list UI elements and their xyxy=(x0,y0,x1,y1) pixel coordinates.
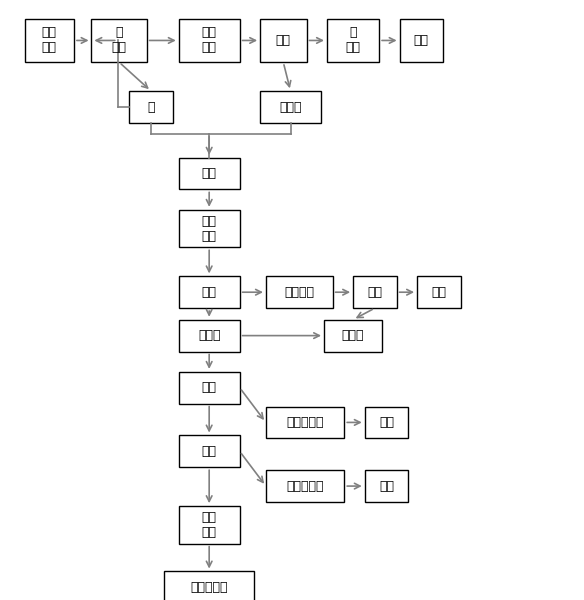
Text: 超滤浓缩液: 超滤浓缩液 xyxy=(286,416,324,429)
Text: 超滤: 超滤 xyxy=(276,34,291,47)
FancyBboxPatch shape xyxy=(327,19,379,62)
FancyBboxPatch shape xyxy=(399,19,443,62)
FancyBboxPatch shape xyxy=(364,470,408,502)
FancyBboxPatch shape xyxy=(92,19,147,62)
FancyBboxPatch shape xyxy=(179,19,239,62)
Text: 纳滤: 纳滤 xyxy=(201,445,217,458)
FancyBboxPatch shape xyxy=(324,320,382,352)
Text: 透
过液: 透 过液 xyxy=(346,26,360,55)
FancyBboxPatch shape xyxy=(266,470,345,502)
Text: 混合: 混合 xyxy=(201,167,217,180)
Text: 酶解液: 酶解液 xyxy=(198,329,220,342)
FancyBboxPatch shape xyxy=(179,436,239,467)
Text: 弃去: 弃去 xyxy=(414,34,429,47)
FancyBboxPatch shape xyxy=(260,19,307,62)
FancyBboxPatch shape xyxy=(179,158,239,190)
Text: 酶解: 酶解 xyxy=(201,286,217,299)
Text: 浓缩液: 浓缩液 xyxy=(279,101,302,113)
FancyBboxPatch shape xyxy=(266,407,345,439)
Text: 印奇果多肽: 印奇果多肽 xyxy=(190,581,228,594)
FancyBboxPatch shape xyxy=(364,407,408,439)
Text: 弃去: 弃去 xyxy=(379,479,394,493)
FancyBboxPatch shape xyxy=(260,91,321,123)
FancyBboxPatch shape xyxy=(25,19,74,62)
FancyBboxPatch shape xyxy=(266,276,333,308)
FancyBboxPatch shape xyxy=(129,91,173,123)
FancyBboxPatch shape xyxy=(179,210,239,247)
FancyBboxPatch shape xyxy=(353,276,397,308)
Text: 喷雾
干燥: 喷雾 干燥 xyxy=(201,511,217,539)
Text: 超滤: 超滤 xyxy=(201,381,217,394)
FancyBboxPatch shape xyxy=(179,276,239,308)
Text: 弃去: 弃去 xyxy=(379,416,394,429)
FancyBboxPatch shape xyxy=(179,506,239,544)
Text: 水提
取液: 水提 取液 xyxy=(201,26,217,55)
Text: 印奇果渣: 印奇果渣 xyxy=(284,286,314,299)
Text: 弃渣: 弃渣 xyxy=(431,286,446,299)
FancyBboxPatch shape xyxy=(179,372,239,404)
Text: 水洗: 水洗 xyxy=(367,286,383,299)
FancyBboxPatch shape xyxy=(179,320,239,352)
Text: 水
提取: 水 提取 xyxy=(112,26,127,55)
FancyBboxPatch shape xyxy=(417,276,461,308)
Text: 水洗液: 水洗液 xyxy=(342,329,364,342)
Text: 印奇
果粕: 印奇 果粕 xyxy=(42,26,57,55)
FancyBboxPatch shape xyxy=(164,571,254,600)
Text: 加热
变性: 加热 变性 xyxy=(201,215,217,242)
Text: 渣: 渣 xyxy=(147,101,155,113)
Text: 纳滤透过液: 纳滤透过液 xyxy=(286,479,324,493)
